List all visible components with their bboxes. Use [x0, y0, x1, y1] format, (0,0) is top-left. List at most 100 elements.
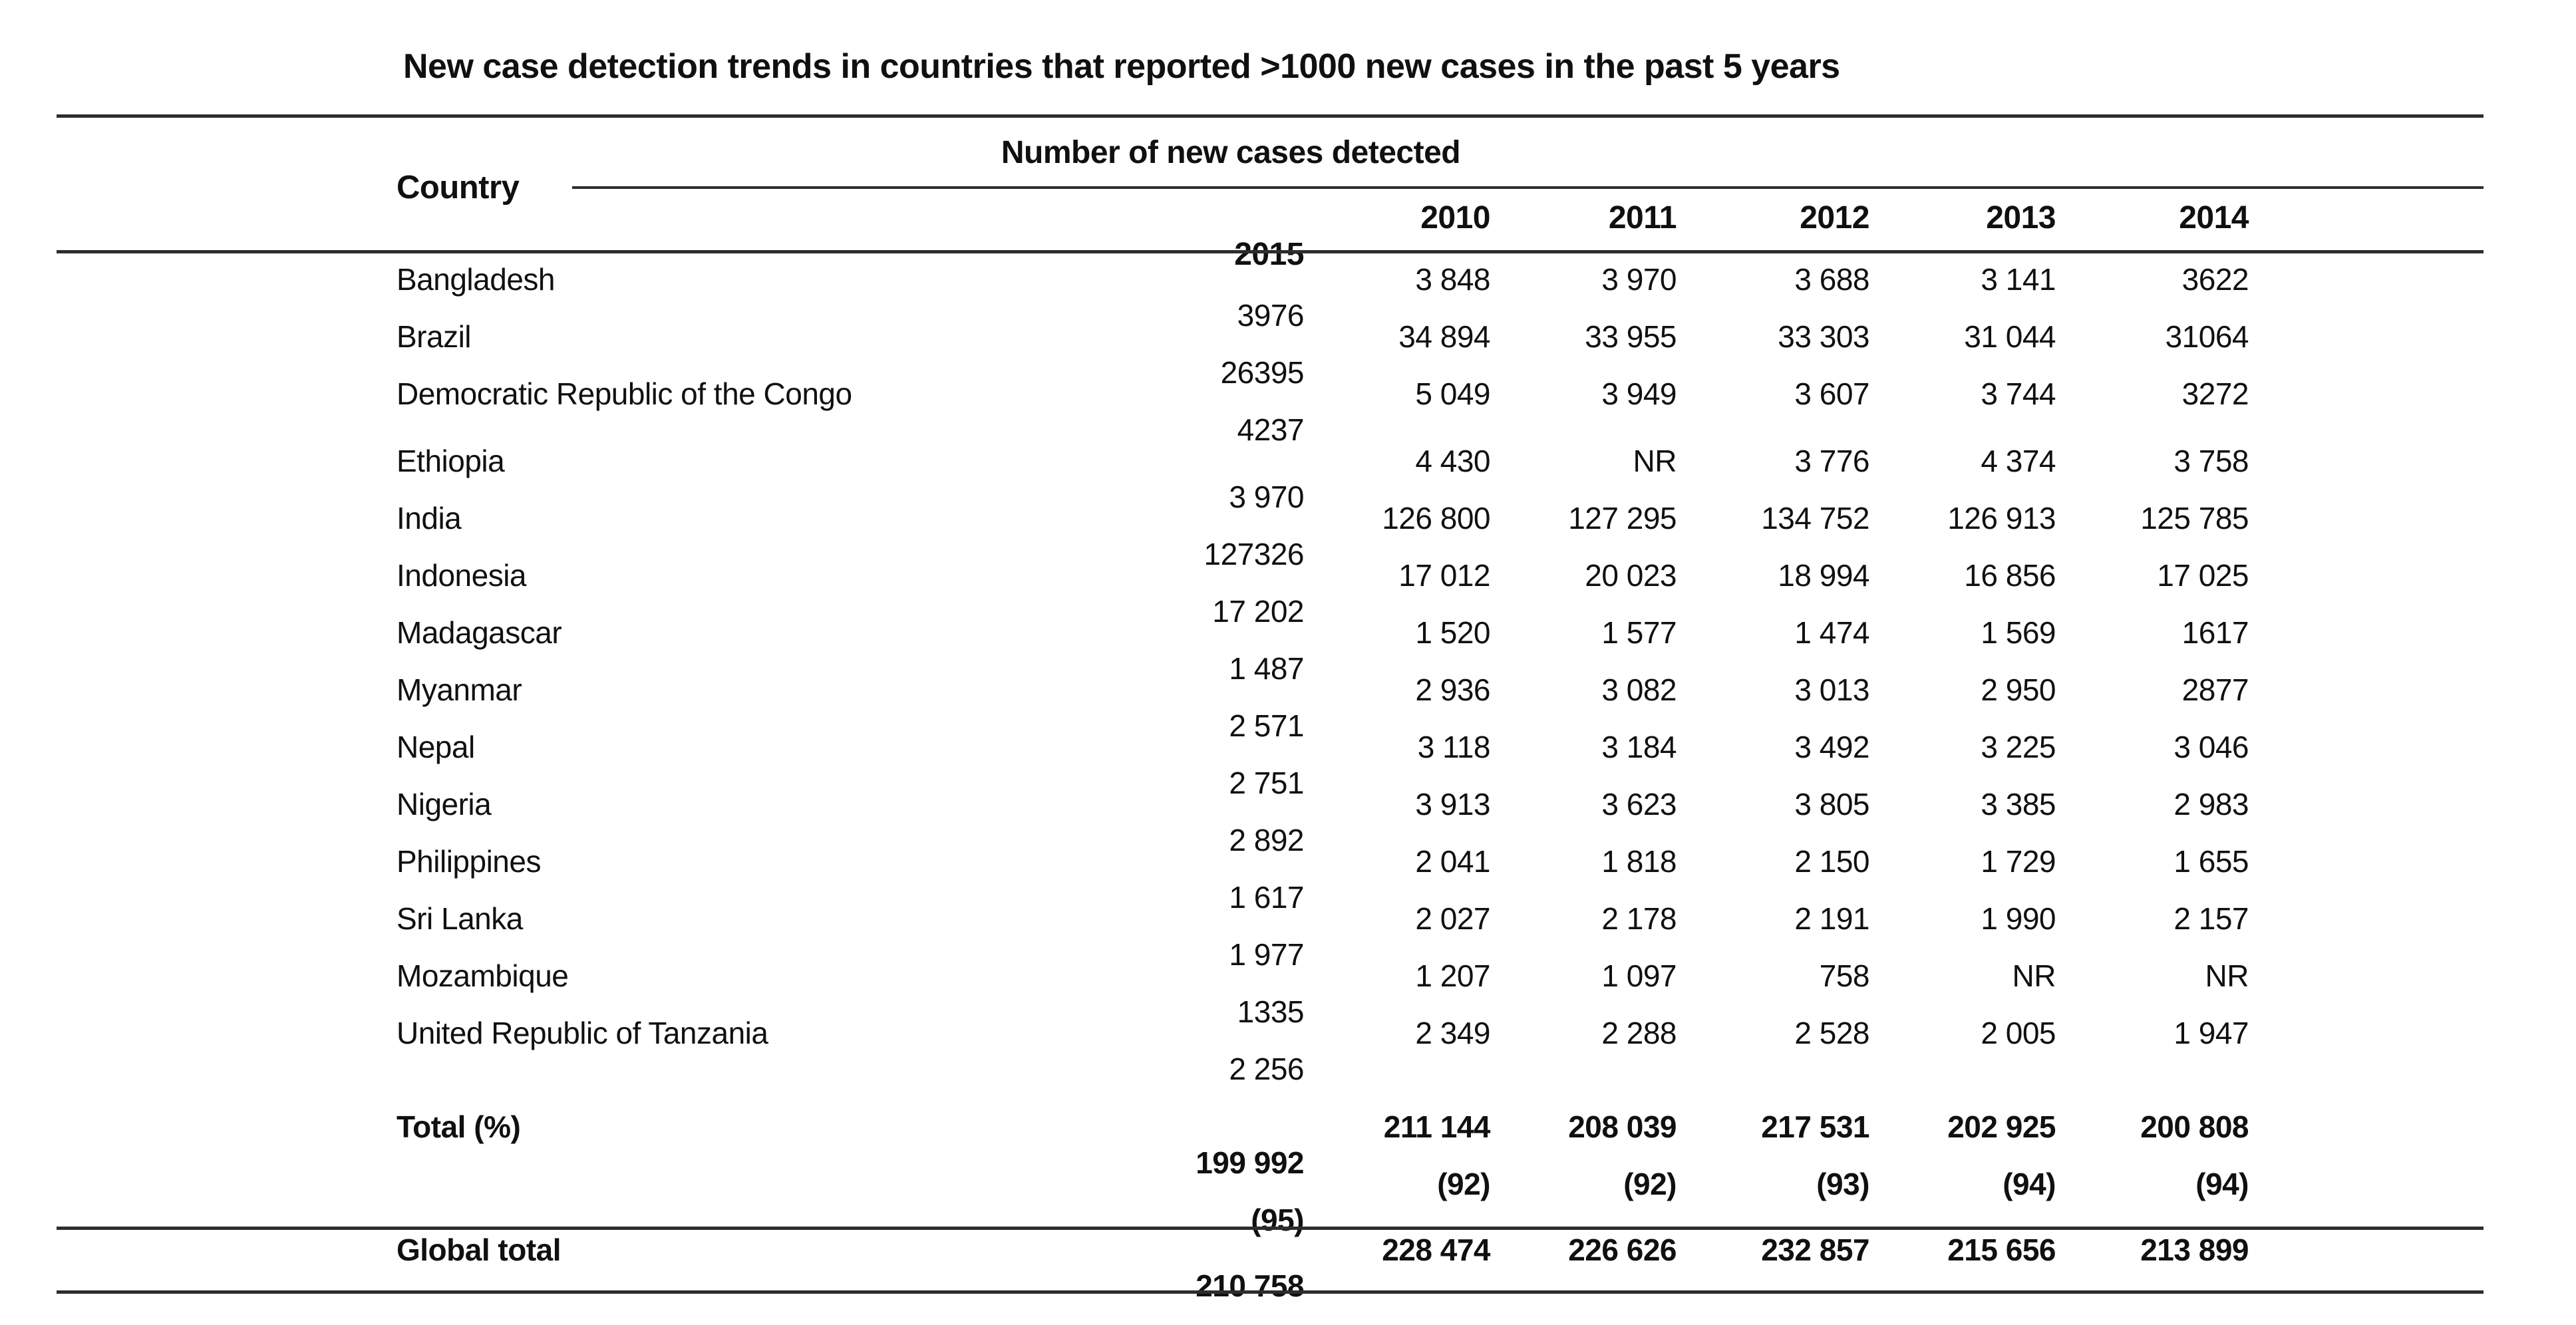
- global-total-label: Global total: [397, 1233, 562, 1267]
- year-header: 2010: [1420, 200, 1490, 235]
- value-cell: 1 474: [1794, 615, 1869, 650]
- total-row: Total (%) 211 144 208 039 217 531 202 925 200…: [57, 1109, 2435, 1180]
- table-row: Bangladesh 3 848 3 970 3 688 3 141 3622 3976: [57, 261, 2435, 333]
- value-cell: 3 848: [1415, 262, 1490, 297]
- country-cell: Philippines: [397, 844, 541, 879]
- value-cell: 127 295: [1568, 501, 1677, 535]
- value-cell: 1 487: [1229, 651, 1304, 686]
- group-header-underline-rule: [572, 186, 2484, 189]
- value-cell: 3 184: [1601, 730, 1677, 764]
- value-cell: 26395: [1220, 355, 1305, 390]
- value-cell: 126 913: [1947, 501, 2056, 535]
- value-cell: 3 046: [2174, 730, 2249, 764]
- value-cell: (92): [1437, 1167, 1490, 1201]
- value-cell: 34 894: [1398, 319, 1490, 354]
- value-cell: 758: [1819, 958, 1870, 993]
- table-row: Nigeria 3 913 3 623 3 805 3 385 2 983 2 892: [57, 786, 2435, 857]
- value-cell: 2 041: [1415, 844, 1490, 879]
- value-cell: 1 818: [1601, 844, 1677, 879]
- year-header: 2013: [1986, 200, 2056, 235]
- table-row: Ethiopia 4 430 NR 3 776 4 374 3 758 3 970: [57, 443, 2435, 514]
- table-body: Bangladesh 3 848 3 970 3 688 3 141 3622 3976 Br…: [57, 253, 2435, 1237]
- table-row: Philippines 2 041 1 818 2 150 1 729 1 655 1 61…: [57, 843, 2435, 915]
- table-row: Nepal 3 118 3 184 3 492 3 225 3 046 2 751: [57, 729, 2435, 800]
- year-header: 2012: [1800, 200, 1869, 235]
- divider-top-rule: [57, 114, 2484, 118]
- value-cell: 3 758: [2174, 444, 2249, 478]
- value-cell: 17 025: [2157, 558, 2249, 593]
- value-cell: (94): [2195, 1167, 2249, 1201]
- value-cell: 127326: [1204, 537, 1305, 571]
- table-title: New case detection trends in countries t…: [403, 47, 1840, 86]
- divider-above-global-rule: [57, 1227, 2484, 1230]
- value-cell: 134 752: [1761, 501, 1869, 535]
- value-cell: 20 023: [1585, 558, 1677, 593]
- value-cell: 3 225: [1981, 730, 2056, 764]
- value-cell: 33 303: [1778, 319, 1869, 354]
- global-total-row: Global total 228 474 226 626 232 857 215 656…: [57, 1232, 2435, 1303]
- year-header: 2014: [2179, 200, 2249, 235]
- value-cell: NR: [1633, 444, 1677, 478]
- value-cell: 125 785: [2140, 501, 2249, 535]
- value-cell: 1 617: [1229, 880, 1304, 915]
- value-cell: 3 013: [1794, 672, 1869, 707]
- value-cell: NR: [2012, 958, 2056, 993]
- value-cell: 202 925: [1947, 1109, 2056, 1144]
- year-header-row: 2010 2011 2012 2013 2014 2015: [57, 200, 2435, 272]
- year-header: 2015: [1234, 237, 1304, 272]
- value-cell: 3 492: [1794, 730, 1869, 764]
- total-label: Total (%): [397, 1109, 521, 1144]
- country-cell: Democratic Republic of the Congo: [397, 376, 852, 411]
- value-cell: 17 012: [1398, 558, 1490, 593]
- value-cell: 3 385: [1981, 787, 2056, 821]
- value-cell: 232 857: [1761, 1233, 1869, 1267]
- value-cell: 3 970: [1601, 262, 1677, 297]
- value-cell: 3 744: [1981, 376, 2056, 411]
- value-cell: (92): [1623, 1167, 1677, 1201]
- divider-bottom-rule: [57, 1290, 2484, 1294]
- value-cell: 2 571: [1229, 708, 1304, 743]
- year-header: 2011: [1608, 200, 1677, 235]
- value-cell: 1 729: [1981, 844, 2056, 879]
- country-cell: Brazil: [397, 319, 472, 354]
- value-cell: 1 569: [1981, 615, 2056, 650]
- value-cell: 2 349: [1415, 1016, 1490, 1050]
- value-cell: 31064: [2165, 319, 2249, 354]
- value-cell: 2 178: [1601, 901, 1677, 936]
- value-cell: (94): [2003, 1167, 2056, 1201]
- value-cell: 2 256: [1229, 1052, 1304, 1086]
- value-cell: 2877: [2181, 672, 2249, 707]
- table-row: India 126 800 127 295 134 752 126 913 125 785…: [57, 500, 2435, 571]
- value-cell: 200 808: [2140, 1109, 2249, 1144]
- divider-header-bottom-rule: [57, 250, 2484, 253]
- value-cell: 3272: [2181, 376, 2249, 411]
- value-cell: (93): [1816, 1167, 1869, 1201]
- country-cell: Bangladesh: [397, 262, 555, 297]
- country-column-header: Country: [397, 170, 520, 206]
- value-cell: 215 656: [1947, 1233, 2056, 1267]
- value-cell: 1 207: [1415, 958, 1490, 993]
- value-cell: 1335: [1237, 994, 1305, 1029]
- table-row: Indonesia 17 012 20 023 18 994 16 856 17 025 1…: [57, 557, 2435, 629]
- value-cell: 4237: [1237, 412, 1305, 447]
- country-cell: Madagascar: [397, 615, 562, 650]
- value-cell: 199 992: [1196, 1145, 1304, 1180]
- value-cell: 1617: [2181, 615, 2249, 650]
- value-cell: 17 202: [1212, 594, 1304, 629]
- value-cell: 18 994: [1778, 558, 1869, 593]
- table-row: Mozambique 1 207 1 097 758 NR NR 1335: [57, 958, 2435, 1029]
- value-cell: 1 947: [2174, 1016, 2249, 1050]
- value-cell: 4 374: [1981, 444, 2056, 478]
- value-cell: 2 288: [1601, 1016, 1677, 1050]
- value-cell: 211 144: [1383, 1109, 1491, 1144]
- value-cell: 208 039: [1568, 1109, 1677, 1144]
- value-cell: 2 751: [1229, 766, 1304, 800]
- country-cell: Nepal: [397, 730, 475, 764]
- value-cell: 210 758: [1196, 1268, 1304, 1303]
- value-cell: 1 655: [2174, 844, 2249, 879]
- value-cell: 2 157: [2174, 901, 2249, 936]
- value-cell: 3 141: [1981, 262, 2056, 297]
- value-cell: 2 027: [1415, 901, 1490, 936]
- value-cell: 2 005: [1981, 1016, 2056, 1050]
